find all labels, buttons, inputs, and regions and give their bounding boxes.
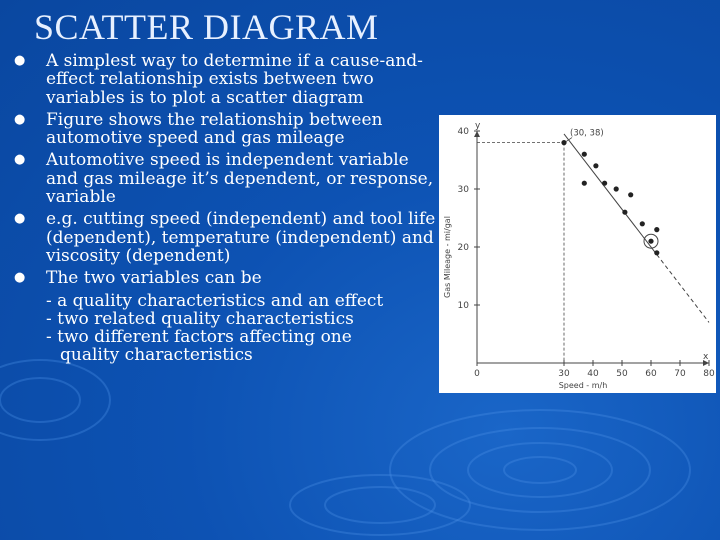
- data-point: [648, 238, 654, 244]
- point-annotation: (30, 38): [570, 129, 604, 139]
- scatter-figure: 0 30 40 50 60 70 80 10 20 30 40 y x Speed - m/h Gas Mi…: [439, 115, 716, 393]
- bullet-item: ● A simplest way to determine if a cause…: [14, 52, 439, 107]
- bullet-icon: ●: [14, 270, 26, 286]
- chart-labels: 0 30 40 50 60 70 80 10 20 30 40 y x Speed - m/h Gas Mi…: [443, 121, 715, 390]
- x-tick-label: 70: [674, 369, 686, 379]
- data-point: [654, 250, 660, 256]
- x-tick-label: 60: [645, 369, 657, 379]
- data-point: [602, 180, 608, 186]
- data-point: [639, 221, 645, 227]
- sub-item: - a quality characteristics and an effec…: [46, 290, 384, 311]
- bullet-item: ● Automotive speed is independent variab…: [14, 151, 439, 206]
- data-point: [561, 140, 567, 146]
- trend-line-extrapolated: [656, 254, 710, 323]
- bullet-item: ● Figure shows the relationship between …: [14, 111, 439, 148]
- y-tick-label: 40: [458, 127, 470, 137]
- x-tick-label: 40: [587, 369, 599, 379]
- bullet-icon: ●: [14, 111, 26, 127]
- bullet-text: e.g. cutting speed (independent) and too…: [46, 209, 436, 266]
- bullet-icon: ●: [14, 152, 26, 168]
- sub-list: - a quality characteristics and an effec…: [46, 290, 439, 366]
- chart-axes: [474, 130, 710, 366]
- sub-item: - two different factors affecting one: [46, 327, 352, 348]
- bullet-item: ● The two variables can be - a quality c…: [14, 268, 439, 366]
- x-tick-label: 80: [703, 369, 715, 379]
- y-axis-letter: y: [475, 121, 481, 131]
- bullet-icon: ●: [14, 53, 26, 68]
- trend-line: [563, 133, 658, 255]
- bullet-icon: ●: [14, 211, 26, 227]
- slide-title: SCATTER DIAGRAM: [34, 7, 379, 47]
- y-axis-arrow: [474, 131, 480, 137]
- y-axis-title: Gas Mileage - mi/gal: [443, 216, 452, 298]
- bullet-text: The two variables can be: [46, 268, 262, 289]
- x-tick-label: 0: [474, 369, 480, 379]
- x-axis-title: Speed - m/h: [559, 381, 608, 390]
- highlight-circle: [643, 233, 659, 249]
- data-point: [622, 209, 628, 215]
- chart-marks: [477, 133, 710, 363]
- x-axis-arrow: [703, 360, 709, 366]
- y-tick-label: 10: [458, 301, 470, 311]
- data-point: [613, 186, 619, 192]
- x-tick-label: 30: [558, 369, 570, 379]
- y-tick-label: 20: [458, 243, 470, 253]
- x-axis-letter: x: [703, 352, 709, 362]
- bullet-text: Figure shows the relationship between au…: [46, 109, 383, 149]
- bullet-text: A simplest way to determine if a cause-a…: [46, 51, 423, 108]
- data-point: [654, 227, 660, 233]
- x-tick-label: 50: [616, 369, 628, 379]
- y-tick-label: 30: [458, 185, 470, 195]
- annotation-leader: [565, 137, 573, 142]
- bullet-item: ● e.g. cutting speed (independent) and t…: [14, 210, 439, 265]
- sub-item: - two related quality characteristics: [46, 308, 354, 329]
- data-point: [581, 180, 587, 186]
- sub-item: quality characteristics: [60, 345, 253, 366]
- bullet-list: ● A simplest way to determine if a cause…: [14, 52, 439, 369]
- bullet-text: Automotive speed is independent variable…: [46, 150, 434, 208]
- data-point: [628, 192, 634, 198]
- data-point: [581, 151, 587, 157]
- data-point: [593, 163, 599, 169]
- scatter-chart: 0 30 40 50 60 70 80 10 20 30 40 y x Speed - m/h Gas Mi…: [443, 121, 715, 390]
